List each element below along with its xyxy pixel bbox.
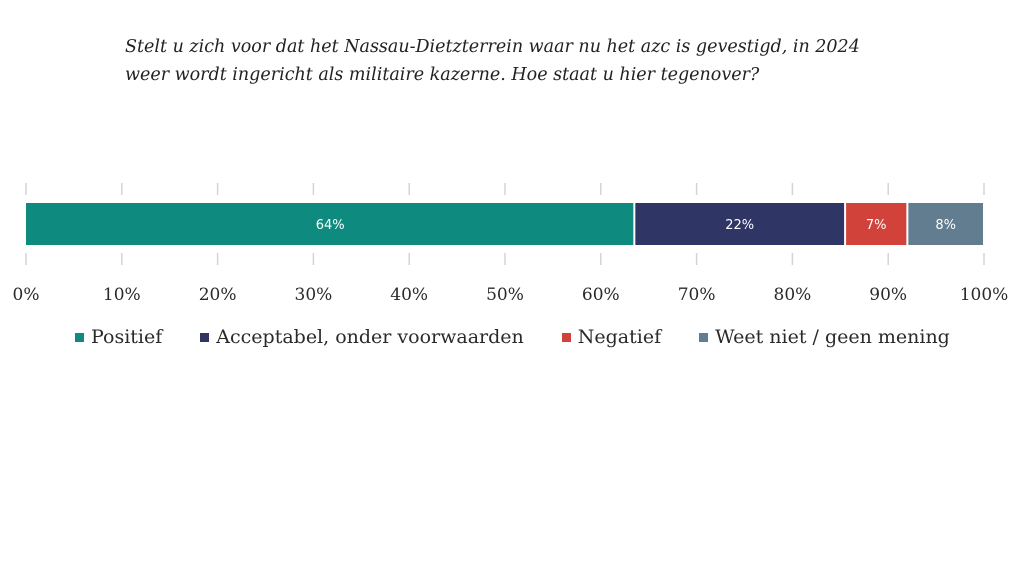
x-tick-label: 10% [103, 285, 141, 305]
legend-swatch [561, 332, 571, 342]
chart-title: Stelt u zich voor dat het Nassau-Dietzte… [125, 33, 945, 89]
legend-swatch [75, 332, 84, 342]
data-label: 64% [316, 218, 345, 233]
chart-title-line-2: weer wordt ingericht als militaire kazer… [125, 65, 760, 85]
x-tick-label: 30% [295, 285, 333, 305]
x-tick-label: 40% [390, 285, 428, 305]
x-tick-label: 20% [199, 285, 237, 305]
legend-label: Negatief [577, 326, 662, 348]
data-label: 8% [935, 218, 956, 233]
bar-segment [846, 203, 907, 245]
legend-item: Positief [75, 326, 162, 348]
x-tick-label: 100% [960, 285, 1009, 305]
bar-segment [908, 203, 983, 245]
data-label: 22% [725, 218, 754, 233]
x-tick-label: 50% [486, 285, 524, 305]
stacked-bar-chart: 64% 22% 7% 8% 0% 10% 20% 30% 40% 50% 60% 70% 80% 90%… [13, 183, 1009, 305]
legend-item: Acceptabel, onder voorwaarden [200, 326, 524, 348]
tick-labels: 0% 10% 20% 30% 40% 50% 60% 70% 80% 90% 100% [13, 285, 1009, 305]
x-tick-label: 80% [774, 285, 812, 305]
legend-label: Acceptabel, onder voorwaarden [216, 326, 524, 348]
x-tick-label: 60% [582, 285, 620, 305]
bar-segment [26, 203, 634, 245]
axis-ticks [25, 183, 985, 265]
x-tick-label: 0% [13, 285, 40, 305]
legend-label: Weet niet / geen mening [715, 326, 950, 348]
x-tick-label: 70% [678, 285, 716, 305]
legend-swatch [200, 332, 210, 342]
bar-segment [635, 203, 845, 245]
legend-swatch [699, 332, 709, 342]
bar-segments: 64% 22% 7% 8% [26, 203, 983, 245]
legend-item: Weet niet / geen mening [699, 326, 950, 348]
data-label: 7% [866, 218, 887, 233]
x-tick-label: 90% [869, 285, 907, 305]
legend: Positief Acceptabel, onder voorwaarden Neg… [75, 322, 950, 352]
legend-item: Negatief [561, 326, 662, 348]
legend-label: Positief [91, 326, 163, 348]
chart-title-line-1: Stelt u zich voor dat het Nassau-Dietzte… [125, 37, 860, 57]
